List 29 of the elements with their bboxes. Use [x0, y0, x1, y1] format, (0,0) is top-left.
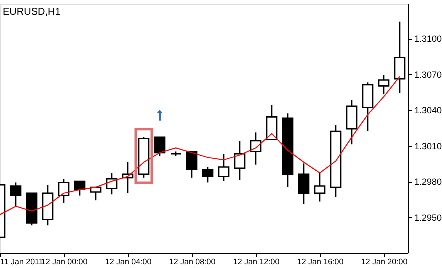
candlestick — [346, 100, 358, 146]
x-tick-label: 12 Jan 12:00 — [233, 258, 280, 266]
candlestick — [234, 140, 246, 181]
candlestick — [202, 166, 214, 184]
candlestick — [298, 162, 310, 205]
y-tick-label: 1.2980 — [414, 177, 442, 188]
candlestick — [58, 178, 70, 204]
candlestick — [362, 82, 374, 132]
y-tick-label: 1.3070 — [414, 70, 442, 80]
candlestick — [378, 74, 390, 96]
x-tick-label: 12 Jan 00:00 — [41, 258, 88, 266]
candlestick — [266, 104, 278, 140]
candlestick — [74, 180, 86, 196]
candlestick — [10, 182, 22, 208]
candlestick — [394, 21, 406, 94]
x-tick-label: 12 Jan 04:00 — [105, 258, 152, 266]
y-tick-label: 1.2950 — [414, 212, 442, 223]
y-tick-label: 1.3040 — [414, 106, 442, 116]
candlestick — [186, 151, 198, 179]
candlestick — [218, 153, 230, 182]
candlestick — [106, 172, 118, 196]
x-tick-label: 12 Jan 20:00 — [361, 258, 408, 266]
candlestick — [154, 136, 166, 158]
candlestick — [314, 172, 326, 202]
y-tick-label: 1.3100 — [414, 34, 442, 44]
y-tick-label: 1.3010 — [414, 141, 442, 152]
x-tick-label: 12 Jan 08:00 — [169, 258, 216, 266]
x-tick-label: 12 Jan 16:00 — [297, 258, 344, 266]
chart-title: EURUSD,H1 — [3, 7, 62, 18]
